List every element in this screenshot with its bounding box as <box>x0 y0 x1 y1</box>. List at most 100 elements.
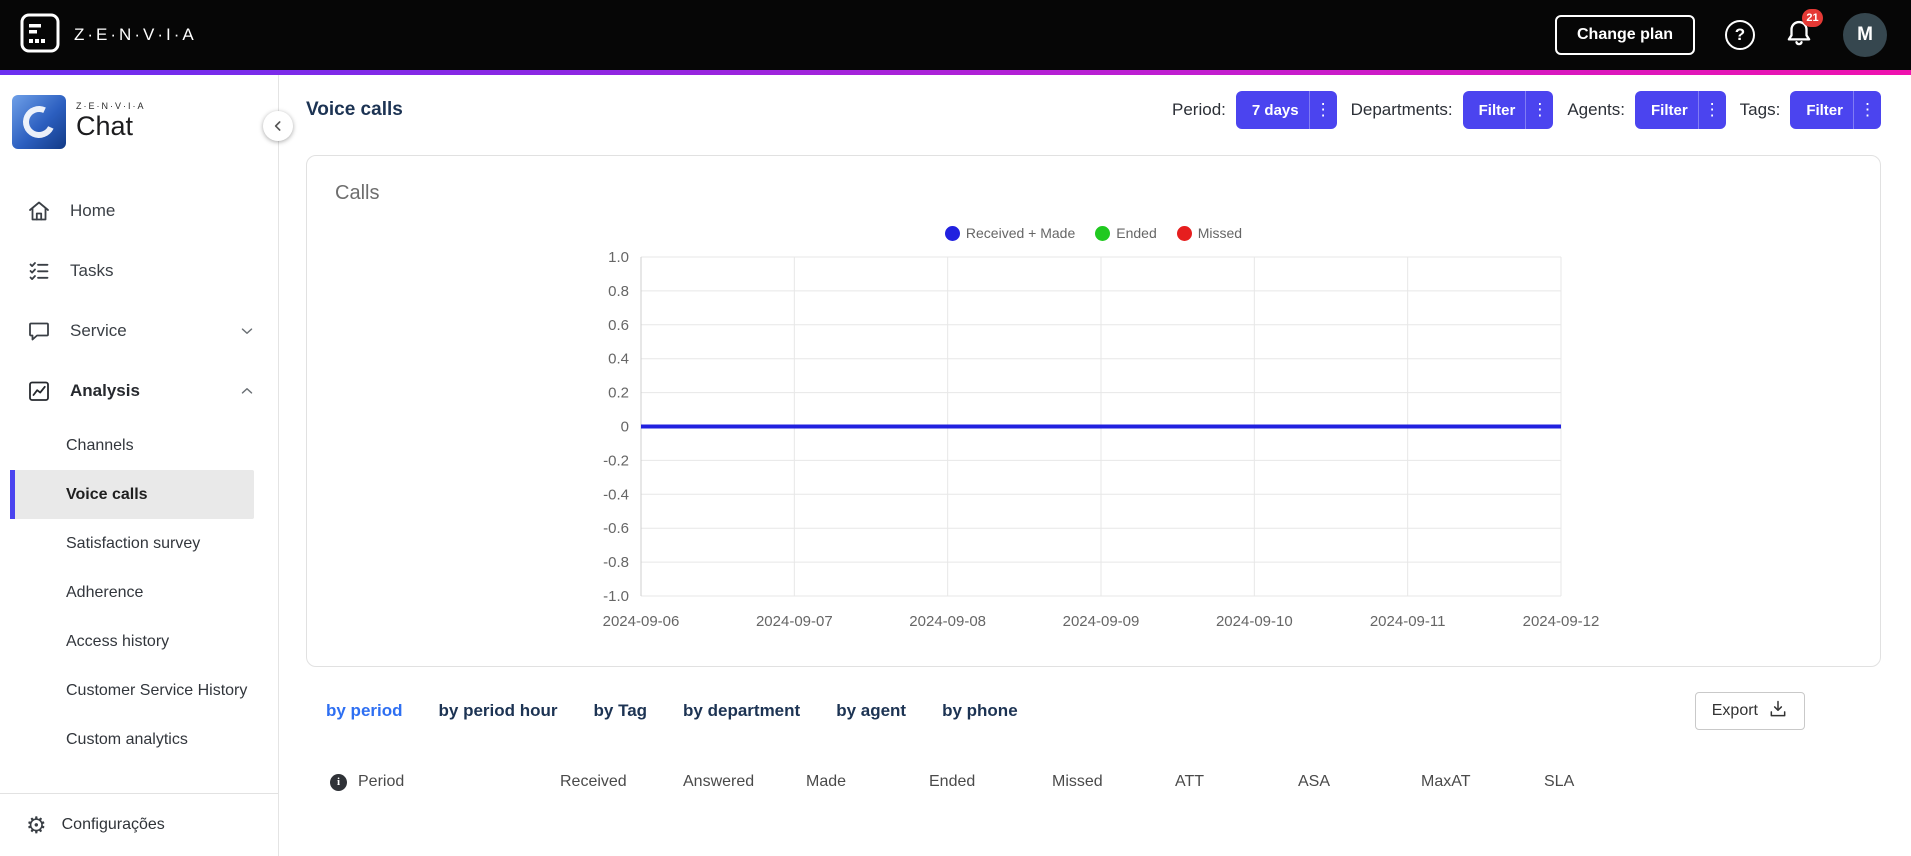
info-icon[interactable]: i <box>330 773 347 791</box>
legend-item[interactable]: Received + Made <box>944 225 1076 241</box>
table-header-made: Made <box>806 773 847 790</box>
table-header-maxat: MaxAT <box>1421 773 1471 790</box>
svg-text:-1.0: -1.0 <box>603 588 629 605</box>
legend-dot <box>1176 225 1192 241</box>
notifications-button[interactable]: 21 <box>1785 8 1823 53</box>
departments-filter-label: Departments: <box>1350 100 1453 119</box>
sidebar-item-analysis[interactable]: Analysis <box>0 361 278 421</box>
user-avatar[interactable]: M <box>1843 13 1887 57</box>
legend-dot <box>1095 225 1111 241</box>
notification-badge: 21 <box>1802 8 1823 27</box>
filter-group-departments: Departments: Filter ⋮ <box>1351 91 1554 129</box>
kebab-menu-icon: ⋮ <box>1525 91 1553 129</box>
sidebar-item-voice-calls[interactable]: Voice calls <box>10 470 254 519</box>
accent-gradient-bar <box>0 70 1911 75</box>
export-label: Export <box>1711 702 1758 719</box>
sidebar-item-service[interactable]: Service <box>0 301 278 361</box>
svg-text:-0.8: -0.8 <box>603 554 629 571</box>
sidebar-item-settings[interactable]: ⚙ Configurações <box>0 793 278 856</box>
zenvia-logo-icon <box>20 13 60 58</box>
gear-icon: ⚙ <box>26 811 47 838</box>
table-header-row: i Period Received Answered Made Ended Mi… <box>306 773 1881 791</box>
sidebar-item-satisfaction-survey[interactable]: Satisfaction survey <box>10 519 254 568</box>
svg-text:2024-09-11: 2024-09-11 <box>1370 613 1446 630</box>
kebab-menu-icon: ⋮ <box>1308 91 1337 129</box>
tags-filter-button[interactable]: Filter ⋮ <box>1790 91 1881 129</box>
legend-item[interactable]: Missed <box>1176 225 1243 241</box>
svg-text:-0.2: -0.2 <box>603 452 629 469</box>
table-header-answered: Answered <box>683 773 755 790</box>
filters-bar: Period: 7 days ⋮ Departments: Filter ⋮ <box>1172 91 1881 129</box>
kebab-menu-icon: ⋮ <box>1853 91 1881 129</box>
analytics-chart-icon <box>26 378 52 404</box>
svg-text:1.0: 1.0 <box>608 249 629 266</box>
sidebar-nav: Home Tasks <box>0 151 278 764</box>
svg-text:2024-09-09: 2024-09-09 <box>1063 613 1140 630</box>
legend-label: Received + Made <box>965 225 1076 241</box>
svg-text:-0.6: -0.6 <box>603 520 629 537</box>
table-header-ended: Ended <box>929 773 976 790</box>
sidebar-subitem-label: Channels <box>66 436 134 454</box>
sidebar-collapse-button[interactable] <box>263 111 293 141</box>
chart-legend: Received + Made Ended Missed <box>571 221 1616 245</box>
sidebar-item-label: Home <box>70 201 116 220</box>
svg-text:0: 0 <box>621 419 629 436</box>
sidebar-item-channels[interactable]: Channels <box>10 421 254 470</box>
analysis-submenu: Channels Voice calls Satisfaction survey… <box>0 421 278 764</box>
calls-chart: 1.0 0.8 0.6 0.4 0.2 0 -0.2 -0.4 -0.6 -0.8 -1.0 2024… <box>571 249 1616 646</box>
calls-table-section: by period by period hour by Tag by depar… <box>306 691 1881 791</box>
settings-label: Configurações <box>61 816 165 833</box>
period-filter-button[interactable]: 7 days ⋮ <box>1235 91 1337 129</box>
column-label: Period <box>358 773 405 790</box>
chevron-down-icon <box>238 322 256 340</box>
zenvia-brand: Z·E·N·V·I·A <box>20 13 197 58</box>
sidebar: Z·E·N·V·I·A Chat Home <box>0 75 293 856</box>
tasks-icon <box>26 258 52 284</box>
filter-group-agents: Agents: Filter ⋮ <box>1567 91 1726 129</box>
agents-filter-button[interactable]: Filter ⋮ <box>1634 91 1726 129</box>
sidebar-item-custom-analytics[interactable]: Custom analytics <box>10 715 254 764</box>
tab-by-tag[interactable]: by Tag <box>593 701 648 720</box>
svg-text:-0.4: -0.4 <box>603 486 629 503</box>
legend-label: Missed <box>1197 225 1243 241</box>
change-plan-button[interactable]: Change plan <box>1554 15 1695 55</box>
sidebar-subitem-label: Adherence <box>66 583 144 601</box>
svg-text:2024-09-10: 2024-09-10 <box>1216 613 1293 630</box>
sidebar-item-access-history[interactable]: Access history <box>10 617 254 666</box>
filter-button-label: Filter <box>1806 101 1843 119</box>
chat-logo-brand-text: Z·E·N·V·I·A <box>76 101 146 112</box>
sidebar-item-label: Service <box>70 321 127 340</box>
svg-text:0.8: 0.8 <box>608 283 629 300</box>
filter-button-label: Filter <box>1478 101 1516 119</box>
legend-dot <box>944 225 960 241</box>
export-button[interactable]: Export <box>1694 692 1805 730</box>
sidebar-subitem-label: Voice calls <box>66 485 148 503</box>
departments-filter-button[interactable]: Filter ⋮ <box>1462 91 1554 129</box>
sidebar-item-customer-service-history[interactable]: Customer Service History <box>10 666 254 715</box>
help-icon[interactable]: ? <box>1725 20 1755 50</box>
bell-icon <box>1785 20 1813 52</box>
table-header-received: Received <box>560 773 627 790</box>
sidebar-item-tasks[interactable]: Tasks <box>0 241 278 301</box>
period-filter-label: Period: <box>1172 100 1226 119</box>
legend-item[interactable]: Ended <box>1095 225 1157 241</box>
tab-by-period-hour[interactable]: by period hour <box>438 701 558 720</box>
tab-by-phone[interactable]: by phone <box>942 701 1018 720</box>
sidebar-item-label: Tasks <box>70 261 114 280</box>
table-header-missed: Missed <box>1052 773 1103 790</box>
sidebar-item-home[interactable]: Home <box>0 181 278 241</box>
chevron-up-icon <box>238 382 256 400</box>
page-title: Voice calls <box>306 99 403 120</box>
tab-by-agent[interactable]: by agent <box>836 701 907 720</box>
tab-by-period[interactable]: by period <box>326 701 403 720</box>
agents-filter-label: Agents: <box>1567 100 1625 119</box>
tags-filter-label: Tags: <box>1739 100 1781 119</box>
table-header-sla: SLA <box>1544 773 1575 790</box>
calls-chart-card: Calls Received + Made Ended Missed 1.0 0.8 0… <box>306 155 1881 667</box>
sidebar-item-adherence[interactable]: Adherence <box>10 568 254 617</box>
svg-text:0.4: 0.4 <box>608 351 629 368</box>
svg-text:2024-09-08: 2024-09-08 <box>909 613 986 630</box>
sidebar-subitem-label: Custom analytics <box>66 730 188 748</box>
chart-wrapper: Received + Made Ended Missed 1.0 0.8 0.6 0.4 0… <box>571 221 1616 646</box>
tab-by-department[interactable]: by department <box>683 701 801 720</box>
